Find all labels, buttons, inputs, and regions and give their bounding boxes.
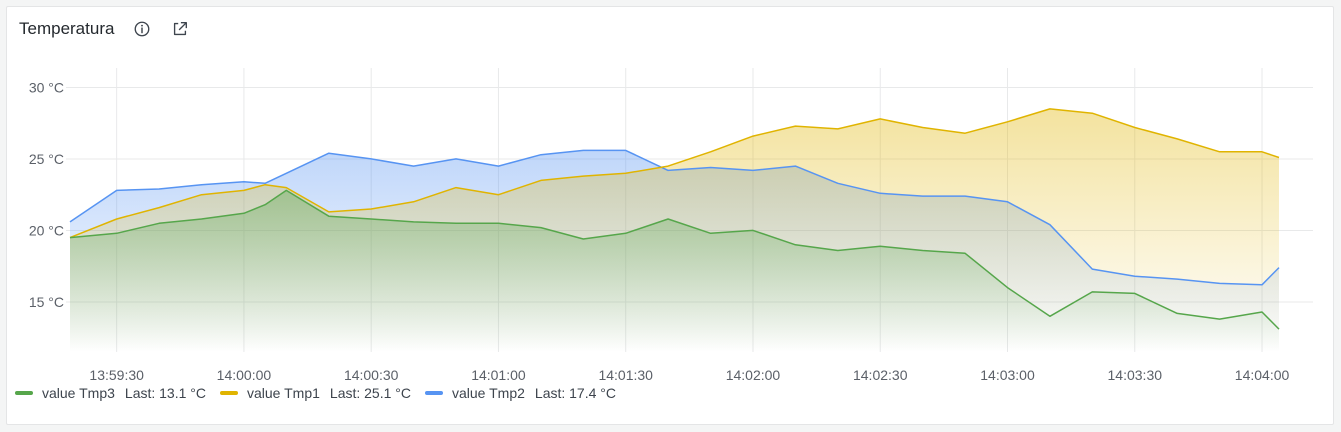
legend-series-name: value Tmp2 bbox=[452, 385, 525, 401]
legend-series-name: value Tmp1 bbox=[247, 385, 320, 401]
series-line[interactable] bbox=[69, 189, 1280, 330]
legend-last-value: Last: 25.1 °C bbox=[329, 385, 411, 401]
legend-swatch bbox=[220, 391, 238, 395]
y-tick-label: 25 °C bbox=[29, 151, 64, 167]
legend-swatch bbox=[425, 391, 443, 395]
x-tick-label: 13:59:30 bbox=[89, 367, 144, 383]
series-line[interactable] bbox=[69, 108, 1280, 239]
x-tick-label: 14:00:00 bbox=[217, 367, 272, 383]
x-tick-label: 14:03:00 bbox=[980, 367, 1035, 383]
series-line[interactable] bbox=[69, 149, 1280, 286]
x-tick-label: 14:03:30 bbox=[1108, 367, 1163, 383]
legend-item[interactable]: value Tmp1 Last: 25.1 °C bbox=[220, 385, 411, 401]
x-tick-label: 14:02:30 bbox=[853, 367, 908, 383]
x-tick-label: 14:01:00 bbox=[471, 367, 526, 383]
y-tick-label: 20 °C bbox=[29, 222, 64, 238]
legend-item[interactable]: value Tmp2 Last: 17.4 °C bbox=[425, 385, 616, 401]
x-tick-label: 14:01:30 bbox=[598, 367, 653, 383]
legend-last-value: Last: 13.1 °C bbox=[124, 385, 206, 401]
legend-last-value: Last: 17.4 °C bbox=[534, 385, 616, 401]
y-tick-label: 30 °C bbox=[29, 79, 64, 95]
panel-header: Temperatura bbox=[19, 17, 190, 41]
panel-title: Temperatura bbox=[19, 19, 115, 38]
info-icon[interactable] bbox=[132, 19, 152, 39]
x-tick-label: 14:02:00 bbox=[726, 367, 781, 383]
y-tick-label: 15 °C bbox=[29, 294, 64, 310]
external-link-icon[interactable] bbox=[170, 19, 190, 39]
chart-legend: value Tmp3 Last: 13.1 °C value Tmp1 Last: 2… bbox=[15, 385, 630, 401]
legend-swatch bbox=[15, 391, 33, 395]
series-area bbox=[70, 190, 1279, 352]
legend-series-name: value Tmp3 bbox=[42, 385, 115, 401]
legend-item[interactable]: value Tmp3 Last: 13.1 °C bbox=[15, 385, 206, 401]
x-tick-label: 14:00:30 bbox=[344, 367, 399, 383]
x-tick-label: 14:04:00 bbox=[1235, 367, 1290, 383]
